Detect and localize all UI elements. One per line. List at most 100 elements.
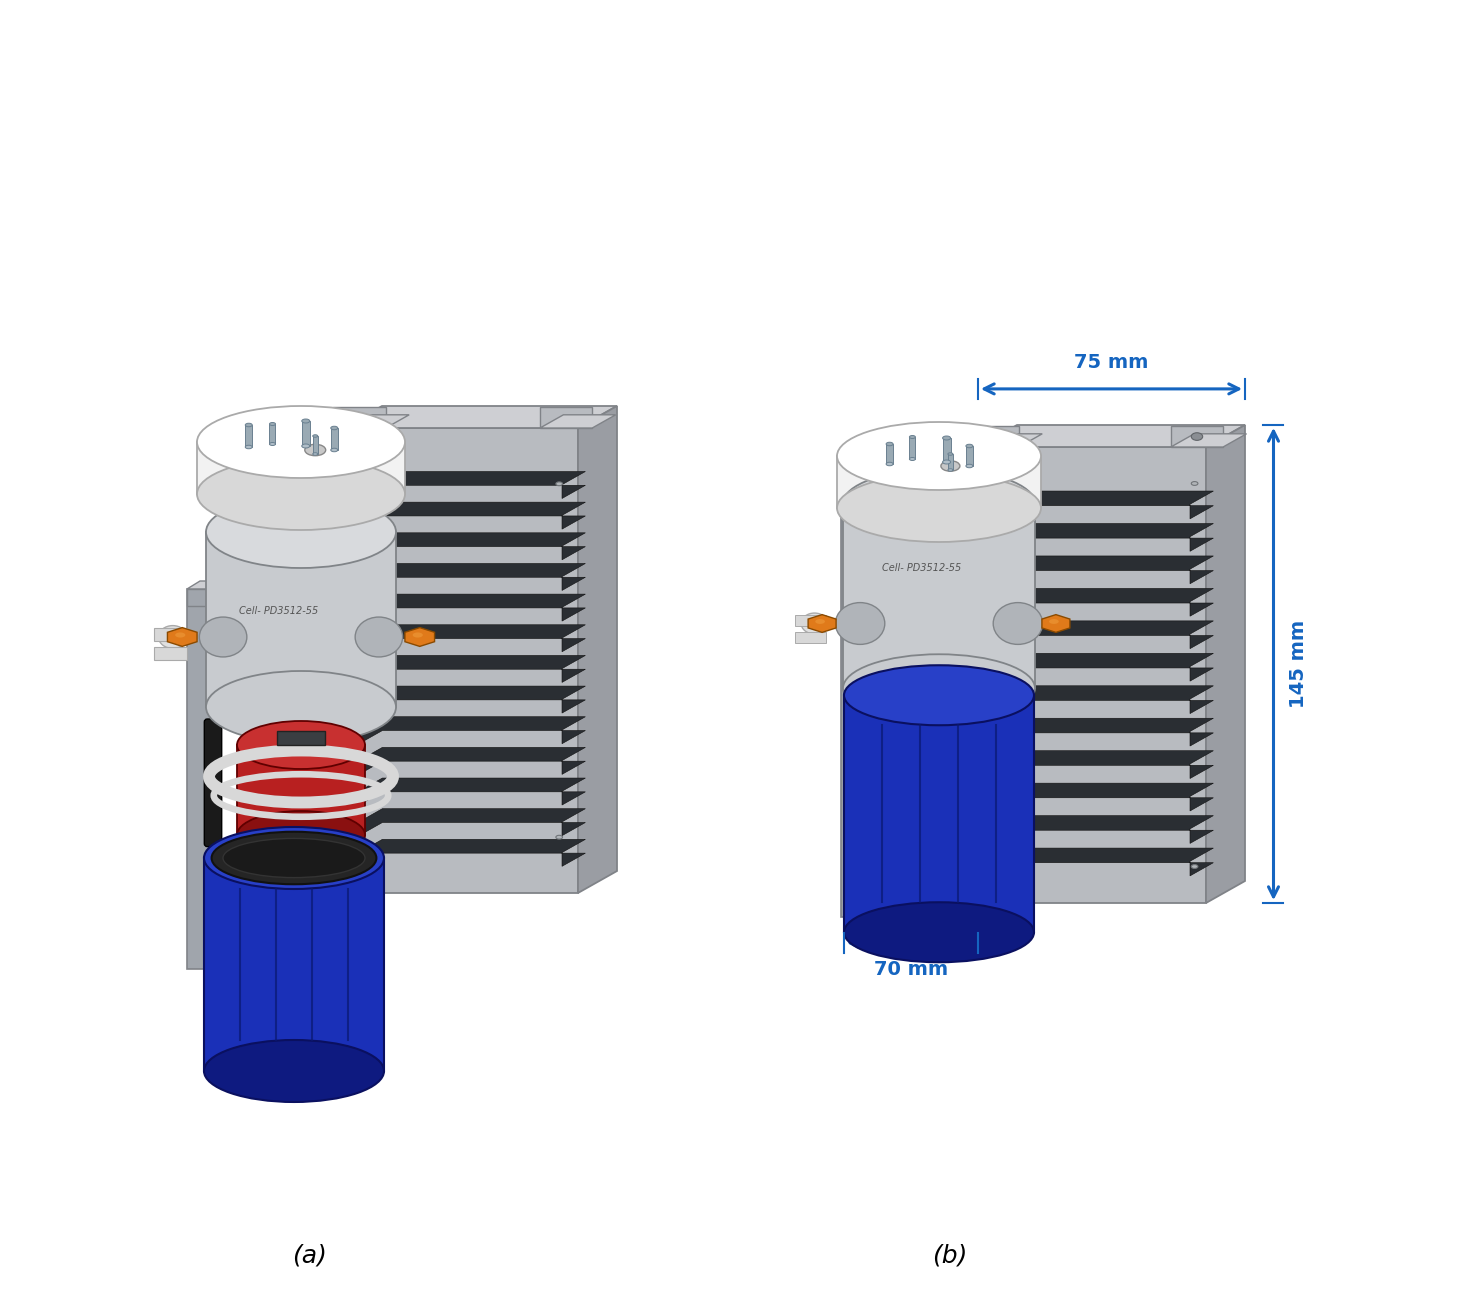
Ellipse shape <box>359 482 365 486</box>
Polygon shape <box>237 745 365 835</box>
Text: Cell- PD3512-55: Cell- PD3512-55 <box>240 605 319 616</box>
Polygon shape <box>808 614 836 632</box>
Polygon shape <box>359 472 585 499</box>
Ellipse shape <box>206 671 396 743</box>
Polygon shape <box>994 524 1214 551</box>
Polygon shape <box>405 627 434 647</box>
Ellipse shape <box>844 665 1034 726</box>
Polygon shape <box>994 653 1214 682</box>
Ellipse shape <box>302 419 310 422</box>
Polygon shape <box>359 656 585 683</box>
Polygon shape <box>334 407 385 428</box>
Ellipse shape <box>943 435 950 441</box>
Polygon shape <box>994 491 1214 518</box>
Polygon shape <box>206 531 396 708</box>
Ellipse shape <box>966 464 972 468</box>
Polygon shape <box>187 581 227 588</box>
Polygon shape <box>359 564 585 591</box>
Polygon shape <box>994 686 1214 714</box>
Polygon shape <box>966 426 1019 447</box>
Polygon shape <box>1171 434 1246 447</box>
Polygon shape <box>359 625 585 652</box>
Polygon shape <box>841 502 877 509</box>
Polygon shape <box>994 588 1214 616</box>
Polygon shape <box>796 614 825 626</box>
Polygon shape <box>334 415 409 428</box>
Text: (b): (b) <box>933 1243 968 1267</box>
Ellipse shape <box>246 446 252 448</box>
Text: 145 mm: 145 mm <box>1289 619 1308 708</box>
Polygon shape <box>994 848 1214 876</box>
Ellipse shape <box>909 435 915 438</box>
Ellipse shape <box>844 902 1034 962</box>
Polygon shape <box>1041 614 1069 632</box>
Ellipse shape <box>206 496 396 568</box>
Polygon shape <box>540 407 593 428</box>
Ellipse shape <box>966 445 972 447</box>
Ellipse shape <box>359 836 365 839</box>
Polygon shape <box>154 627 187 640</box>
Ellipse shape <box>947 452 953 455</box>
Ellipse shape <box>556 836 562 839</box>
Ellipse shape <box>836 603 884 644</box>
Polygon shape <box>187 588 213 969</box>
Polygon shape <box>187 588 343 607</box>
Polygon shape <box>578 406 616 893</box>
Polygon shape <box>359 686 585 713</box>
Polygon shape <box>277 731 325 745</box>
Ellipse shape <box>1192 433 1203 441</box>
Ellipse shape <box>837 474 1041 542</box>
Ellipse shape <box>986 482 993 486</box>
Ellipse shape <box>200 617 247 657</box>
Polygon shape <box>994 556 1214 583</box>
Ellipse shape <box>302 445 310 448</box>
Polygon shape <box>911 683 968 700</box>
Polygon shape <box>994 750 1214 779</box>
Ellipse shape <box>843 654 1036 722</box>
Polygon shape <box>359 809 585 836</box>
Polygon shape <box>540 415 616 428</box>
Polygon shape <box>359 533 585 560</box>
Polygon shape <box>359 594 585 621</box>
Ellipse shape <box>175 632 185 638</box>
Text: (a): (a) <box>293 1243 328 1267</box>
Ellipse shape <box>413 632 422 638</box>
Polygon shape <box>359 717 585 744</box>
Ellipse shape <box>886 463 893 465</box>
Ellipse shape <box>815 619 825 623</box>
FancyBboxPatch shape <box>855 649 872 785</box>
Ellipse shape <box>1049 619 1059 623</box>
Ellipse shape <box>909 457 915 460</box>
Polygon shape <box>302 421 310 446</box>
Ellipse shape <box>1192 864 1197 868</box>
Ellipse shape <box>986 864 993 868</box>
Polygon shape <box>994 621 1214 649</box>
Ellipse shape <box>197 406 405 478</box>
Polygon shape <box>844 695 1034 932</box>
FancyBboxPatch shape <box>204 719 222 846</box>
Polygon shape <box>343 406 616 428</box>
Polygon shape <box>269 424 275 445</box>
Polygon shape <box>841 509 863 918</box>
Ellipse shape <box>269 422 275 425</box>
Polygon shape <box>909 437 915 459</box>
Ellipse shape <box>237 721 365 769</box>
Ellipse shape <box>886 442 893 446</box>
Polygon shape <box>1171 426 1222 447</box>
Polygon shape <box>947 454 953 470</box>
Polygon shape <box>204 858 384 1070</box>
Polygon shape <box>359 840 585 866</box>
Ellipse shape <box>204 1039 384 1102</box>
Polygon shape <box>313 435 318 454</box>
Polygon shape <box>843 503 1036 688</box>
Ellipse shape <box>204 827 384 889</box>
Polygon shape <box>994 815 1214 844</box>
Ellipse shape <box>159 626 187 648</box>
Ellipse shape <box>331 448 338 452</box>
Ellipse shape <box>947 469 953 472</box>
Polygon shape <box>796 632 825 643</box>
Polygon shape <box>966 434 1043 447</box>
Ellipse shape <box>313 452 318 455</box>
Polygon shape <box>978 425 1244 447</box>
Polygon shape <box>886 445 893 464</box>
